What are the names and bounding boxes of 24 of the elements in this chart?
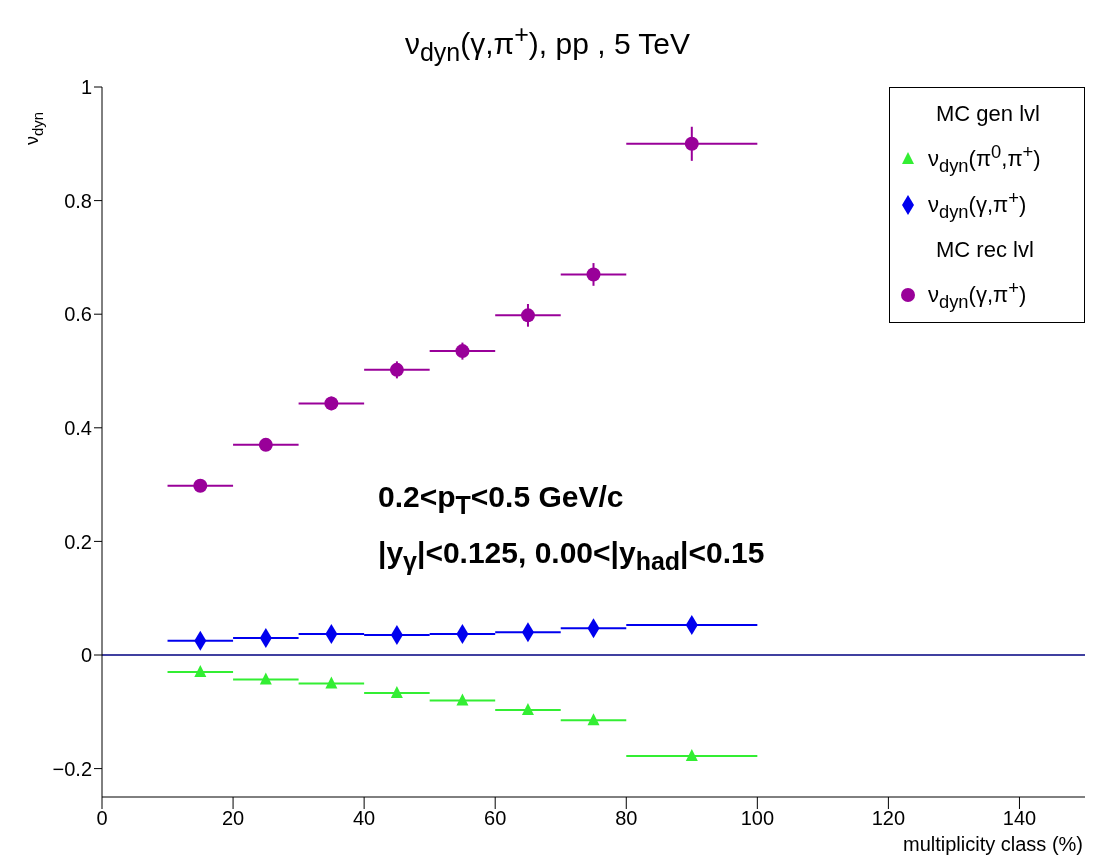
y-tick-label: 1 bbox=[80, 76, 92, 99]
legend-label: ν$_{dyn}$(π$^{0}$,π$^{+}$) bbox=[928, 141, 1041, 177]
y-tick-label: 0.6 bbox=[64, 303, 92, 326]
annotation: 0.2<p$_{T}$<0.5 GeV/c bbox=[378, 480, 624, 519]
y-tick-label: 0.4 bbox=[64, 416, 92, 439]
x-tick-label: 0 bbox=[96, 807, 108, 830]
y-tick-label: 0.8 bbox=[64, 189, 92, 212]
x-tick-label: 60 bbox=[484, 807, 507, 830]
x-tick-label: 20 bbox=[221, 807, 245, 830]
legend-title: MC gen lvl bbox=[935, 100, 1041, 128]
legend-label: ν$_{dyn}$(γ,π$^{+}$) bbox=[928, 187, 1027, 223]
y-tick-label: 0 bbox=[80, 644, 92, 667]
y-tick-label: 0.2 bbox=[64, 530, 92, 553]
x-tick-label: 100 bbox=[740, 807, 775, 830]
x-axis-title: multiplicity class (%) bbox=[902, 833, 1083, 856]
x-tick-label: 40 bbox=[353, 807, 376, 830]
y-tick-label: −0.2 bbox=[52, 757, 92, 780]
x-tick-label: 140 bbox=[1002, 807, 1037, 830]
x-tick-label: 120 bbox=[871, 807, 906, 830]
annotation: |y$_{γ}$|<0.125, 0.00<|y$_{had}$|<0.15 bbox=[378, 536, 765, 575]
chart-title: ν$_{dyn}$(γ,π$^{+}$), pp , 5 TeV bbox=[404, 20, 691, 66]
x-tick-label: 80 bbox=[615, 807, 638, 830]
annotation: MC rec lvl bbox=[935, 236, 1035, 264]
legend-label: ν$_{dyn}$(γ,π$^{+}$) bbox=[928, 277, 1027, 313]
